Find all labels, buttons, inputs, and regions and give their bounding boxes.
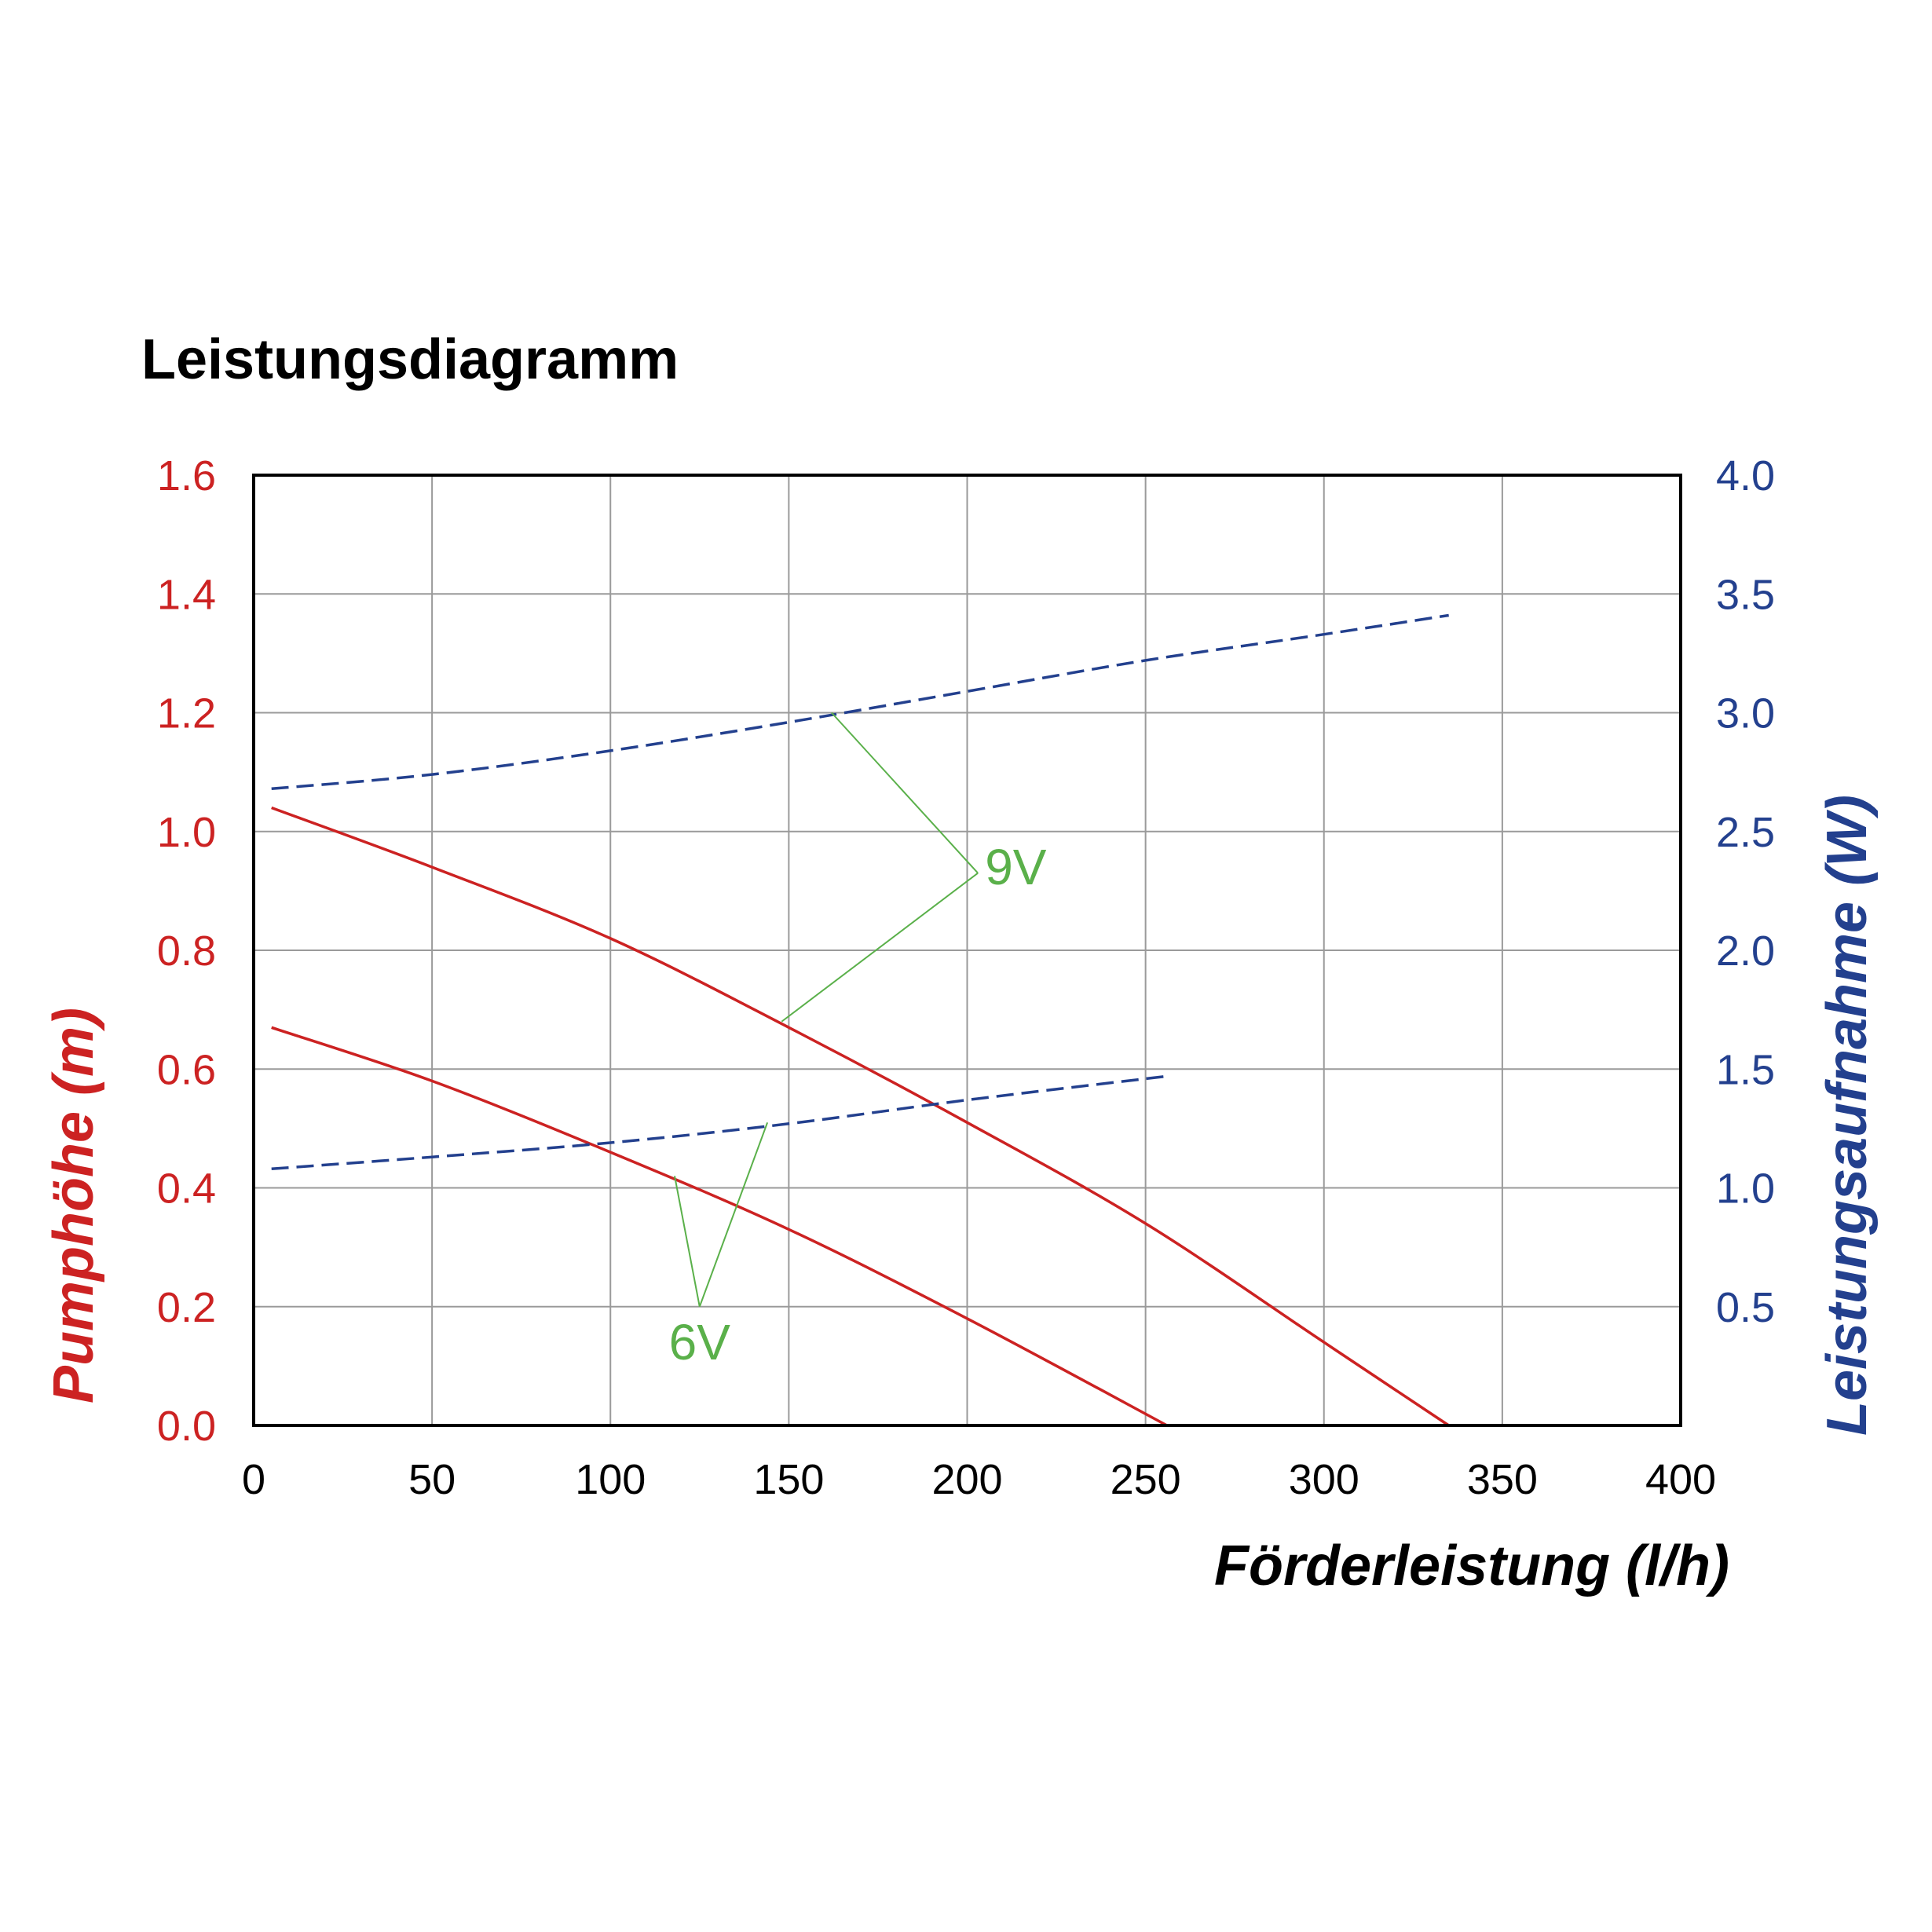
power-curve-2: [271, 613, 1449, 791]
grid: [253, 474, 1681, 1426]
x-tick-label: 300: [1289, 1456, 1359, 1503]
x-tick-label: 200: [931, 1456, 1002, 1503]
x-axis-ticks: 0 50 100 150 200 250 300 350 400: [242, 1456, 1716, 1503]
plot-frame: [252, 474, 1682, 1427]
right-tick-label: 3.5: [1716, 571, 1775, 618]
left-axis-label: Pumphöhe (m): [42, 1008, 105, 1403]
x-tick-label: 150: [753, 1456, 824, 1503]
annotation-leader-line: [831, 712, 979, 874]
left-tick-label: 1.6: [157, 452, 216, 499]
left-tick-label: 1.0: [157, 809, 216, 856]
x-tick-label: 400: [1645, 1456, 1716, 1503]
series-layer: [271, 613, 1450, 1427]
right-tick-label: 0.5: [1716, 1284, 1775, 1331]
power-curve-3: [271, 1074, 1168, 1171]
right-tick-label: 1.5: [1716, 1046, 1775, 1093]
right-tick-label: 4.0: [1716, 452, 1775, 499]
head-curve-1: [271, 1026, 1168, 1427]
x-tick-label: 0: [242, 1456, 265, 1503]
left-tick-label: 1.2: [157, 690, 216, 737]
right-tick-label: 2.5: [1716, 809, 1775, 856]
right-axis-ticks: 0.5 1.0 1.5 2.0 2.5 3.0 3.5 4.0: [1716, 452, 1775, 1331]
annotation-label: 6V: [669, 1314, 731, 1370]
left-tick-label: 0.8: [157, 928, 216, 975]
x-tick-label: 100: [575, 1456, 646, 1503]
x-tick-label: 350: [1467, 1456, 1538, 1503]
annotation-leader-line: [781, 872, 979, 1023]
x-axis-label: Förderleistung (l/h): [1214, 1535, 1729, 1597]
chart-title: Leistungsdiagramm: [141, 328, 679, 391]
right-tick-label: 2.0: [1716, 928, 1775, 975]
annotation-layer: 9V 6V: [669, 712, 1047, 1370]
x-tick-label: 250: [1111, 1456, 1181, 1503]
head-curve-0: [271, 806, 1450, 1427]
left-tick-label: 0.4: [157, 1165, 216, 1213]
left-tick-label: 0.6: [157, 1046, 216, 1093]
annotation-leader-line: [698, 1122, 769, 1308]
left-tick-label: 0.2: [157, 1284, 216, 1331]
annotation-label: 9V: [985, 839, 1047, 895]
left-tick-label: 0.0: [157, 1403, 216, 1450]
left-axis-ticks: 0.0 0.2 0.4 0.6 0.8 1.0 1.2 1.4 1.6: [157, 452, 216, 1450]
x-tick-label: 50: [408, 1456, 456, 1503]
annotation-leader-line: [674, 1176, 701, 1307]
left-tick-label: 1.4: [157, 571, 216, 618]
right-tick-label: 3.0: [1716, 690, 1775, 737]
right-axis-label: Leistungsaufnahme (W): [1816, 795, 1879, 1436]
right-tick-label: 1.0: [1716, 1165, 1775, 1213]
